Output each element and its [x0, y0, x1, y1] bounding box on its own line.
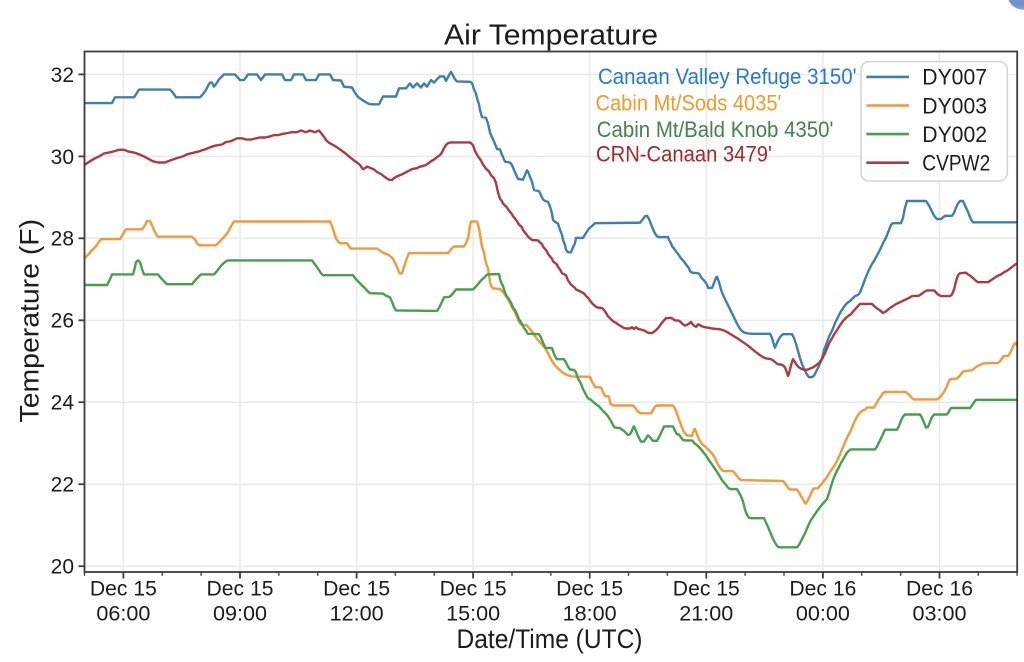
- svg-text:30: 30: [51, 146, 74, 169]
- svg-text:12:00: 12:00: [330, 603, 384, 626]
- svg-text:Cabin Mt/Bald Knob 4350': Cabin Mt/Bald Knob 4350': [597, 117, 834, 142]
- svg-text:Date/Time (UTC): Date/Time (UTC): [457, 624, 643, 654]
- svg-text:15:00: 15:00: [446, 603, 500, 626]
- svg-text:Dec 15: Dec 15: [323, 578, 390, 601]
- svg-text:DY007: DY007: [922, 65, 987, 90]
- svg-text:28: 28: [51, 228, 74, 251]
- svg-text:CVPW2: CVPW2: [922, 151, 990, 176]
- svg-text:21:00: 21:00: [679, 603, 733, 626]
- svg-text:Dec 16: Dec 16: [906, 578, 973, 601]
- svg-text:00:00: 00:00: [796, 603, 850, 626]
- svg-text:Dec 15: Dec 15: [556, 578, 623, 601]
- svg-text:18:00: 18:00: [563, 603, 617, 626]
- svg-text:DY003: DY003: [922, 93, 987, 118]
- svg-text:24: 24: [51, 392, 75, 415]
- svg-text:Air Temperature: Air Temperature: [444, 20, 658, 52]
- svg-text:03:00: 03:00: [913, 603, 967, 626]
- svg-text:Dec 15: Dec 15: [673, 578, 740, 601]
- svg-text:26: 26: [51, 310, 74, 333]
- svg-text:20: 20: [51, 556, 74, 579]
- svg-text:Cabin Mt/Sods 4035': Cabin Mt/Sods 4035': [596, 91, 782, 116]
- svg-text:22: 22: [51, 474, 74, 497]
- svg-text:Dec 15: Dec 15: [207, 578, 274, 601]
- svg-text:Temperature (F): Temperature (F): [15, 219, 45, 423]
- svg-text:Dec 15: Dec 15: [90, 578, 157, 601]
- svg-text:Dec 16: Dec 16: [789, 578, 856, 601]
- svg-text:CRN-Canaan 3479': CRN-Canaan 3479': [596, 141, 772, 166]
- svg-text:Dec 15: Dec 15: [440, 578, 507, 601]
- svg-text:32: 32: [51, 64, 74, 87]
- svg-text:09:00: 09:00: [213, 603, 267, 626]
- svg-text:Canaan Valley Refuge 3150': Canaan Valley Refuge 3150': [598, 64, 857, 89]
- svg-text:06:00: 06:00: [96, 603, 150, 626]
- svg-text:DY002: DY002: [922, 122, 987, 147]
